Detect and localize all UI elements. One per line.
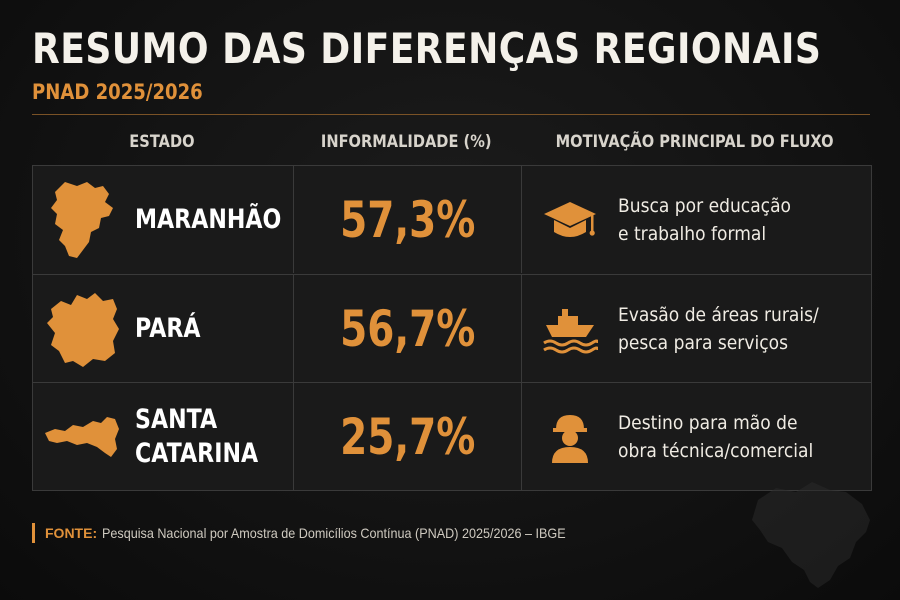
state-cell: SANTA CATARINA xyxy=(33,383,293,490)
state-name: MARANHÃO xyxy=(135,203,282,235)
brazil-map-icon xyxy=(752,482,870,588)
page-title: RESUMO DAS DIFERENÇAS REGIONAIS xyxy=(32,24,822,73)
boat-icon xyxy=(543,309,598,354)
motivation-text: Evasão de áreas rurais/ pesca para servi… xyxy=(618,303,819,354)
source-note: FONTE: Pesquisa Nacional por Amostra de … xyxy=(32,522,617,544)
source-accent-bar xyxy=(32,523,35,543)
state-cell: PARÁ xyxy=(33,275,293,382)
motivation-cell: Busca por educação e trabalho formal xyxy=(521,166,872,273)
graduation-cap-icon xyxy=(544,202,596,237)
santa-catarina-map-icon xyxy=(45,417,119,457)
table-row: MARANHÃO 57,3% Busca por educação e trab… xyxy=(33,166,871,273)
worker-hardhat-icon xyxy=(552,415,588,463)
para-map-icon xyxy=(47,293,119,367)
state-name: SANTA CATARINA xyxy=(135,403,259,469)
motivation-text: Busca por educação e trabalho formal xyxy=(618,194,792,245)
informality-value: 25,7% xyxy=(340,407,476,466)
informality-value: 57,3% xyxy=(340,190,476,249)
informality-value: 56,7% xyxy=(340,299,476,358)
source-label: FONTE: xyxy=(45,525,98,541)
comparison-table: MARANHÃO 57,3% Busca por educação e trab… xyxy=(32,165,872,491)
motivation-text: Destino para mão de obra técnica/comerci… xyxy=(618,411,814,462)
column-header-motivation: MOTIVAÇÃO PRINCIPAL DO FLUXO xyxy=(556,132,834,152)
maranhao-map-icon xyxy=(51,182,113,258)
column-header-state: ESTADO xyxy=(129,132,195,152)
informality-cell: 25,7% xyxy=(293,383,522,490)
page-subtitle: PNAD 2025/2026 xyxy=(32,80,203,104)
source-text: Pesquisa Nacional por Amostra de Domicíl… xyxy=(102,525,566,541)
header-divider xyxy=(32,114,870,115)
table-row: SANTA CATARINA 25,7% Destino para mão de… xyxy=(33,382,871,490)
informality-cell: 57,3% xyxy=(293,166,522,273)
informality-cell: 56,7% xyxy=(293,275,522,382)
motivation-cell: Evasão de áreas rurais/ pesca para servi… xyxy=(521,275,872,382)
state-name: PARÁ xyxy=(135,312,201,344)
state-cell: MARANHÃO xyxy=(33,166,293,273)
column-header-informality: INFORMALIDADE (%) xyxy=(320,132,492,152)
motivation-cell: Destino para mão de obra técnica/comerci… xyxy=(521,383,872,490)
table-row: PARÁ 56,7% Evasão de áreas rurais/ pesca… xyxy=(33,274,871,382)
